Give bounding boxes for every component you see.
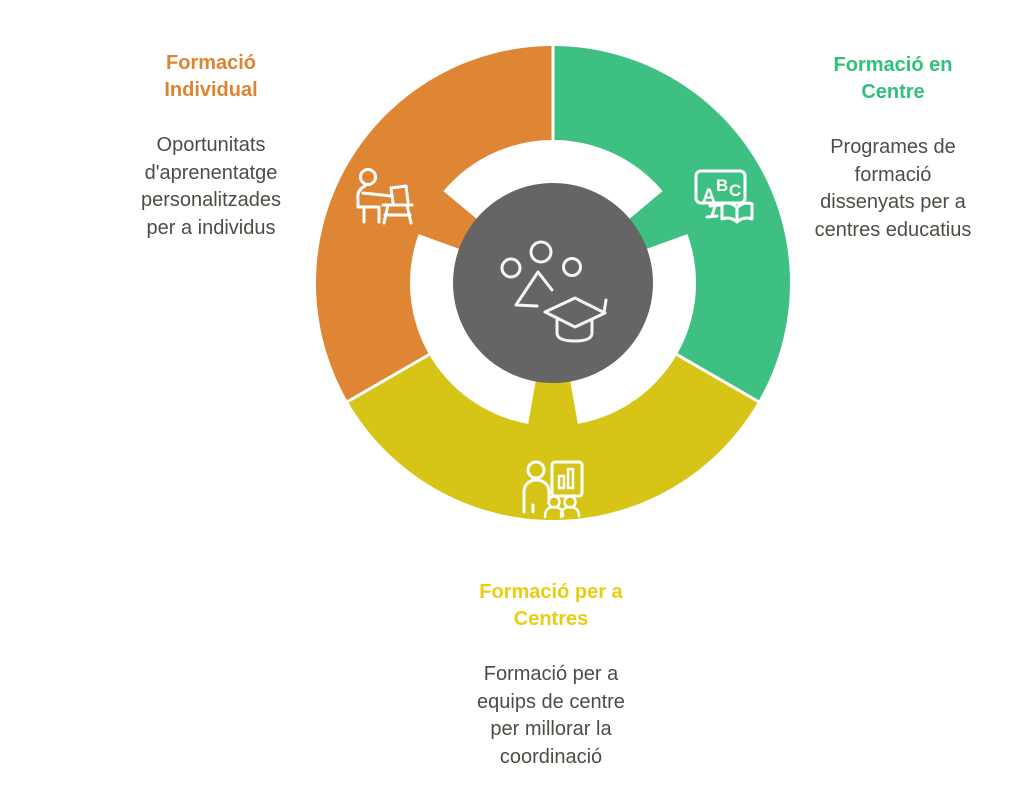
open-book (720, 201, 754, 224)
hub-circle (453, 183, 653, 383)
connector-formacio-en-centre (625, 186, 694, 251)
segment-formacio-en-centre (553, 46, 790, 402)
person-arm (361, 191, 393, 198)
board-stand-stem (710, 204, 717, 218)
trainer-head (526, 460, 546, 480)
segment-description: Oportunitats d'aprenentatge personalitza… (140, 134, 282, 239)
cycle-diagram-svg: A B C (316, 46, 790, 520)
trainer-presentation-audience-icon (522, 460, 584, 519)
collaborative-learning-graduation-icon (500, 240, 608, 343)
audience-body-right (559, 505, 581, 519)
abc-board (694, 169, 747, 205)
chart-bar-tall (566, 467, 575, 490)
label-formacio-individual: Formació Individual Oportunitats d'apren… (91, 22, 331, 270)
hub-icon-head-right (562, 257, 582, 277)
connector-formacio-per-a-centres (526, 376, 580, 431)
person-head (359, 168, 377, 186)
person-back (356, 184, 367, 209)
segment-description: Formació per a equips de centre per mill… (477, 663, 625, 768)
label-formacio-en-centre: Formació en Centre Programes de formació… (773, 24, 1013, 272)
hub-icon-head-top (529, 240, 553, 264)
laptop-screen (389, 184, 410, 205)
segment-divider-lower-right (631, 327, 762, 405)
segment-title: Formació Individual (164, 51, 258, 102)
abc-letter-b: B (716, 176, 728, 195)
hub-icon-cap-base (555, 318, 594, 343)
abc-language-book-icon: A B C (694, 169, 754, 224)
segment-title: Formació en Centre (833, 53, 953, 104)
connector-formacio-individual (412, 186, 481, 251)
segment-title: Formació per a Centres (479, 580, 623, 631)
label-formacio-per-a-centres: Formació per a Centres Formació per a eq… (431, 551, 671, 799)
person-at-desk-laptop-icon (356, 168, 414, 225)
hub-icon-head-left (500, 257, 522, 279)
segment-formacio-individual (316, 46, 553, 402)
segment-description: Programes de formació dissenyats per a c… (814, 136, 972, 241)
trainer-body (522, 478, 551, 514)
abc-letter-c: C (729, 181, 741, 200)
segment-formacio-per-a-centres (347, 354, 759, 520)
chart-bar-short (557, 474, 566, 490)
board-stand-base (705, 214, 719, 219)
hub-icon-triangle (514, 270, 554, 308)
abc-letter-a: A (702, 186, 716, 207)
infographic-canvas: A B C Formació Individual Oportunitats d… (91, 22, 1013, 768)
segment-divider-lower-left (344, 327, 475, 405)
hub-icon-tassel (602, 298, 608, 315)
